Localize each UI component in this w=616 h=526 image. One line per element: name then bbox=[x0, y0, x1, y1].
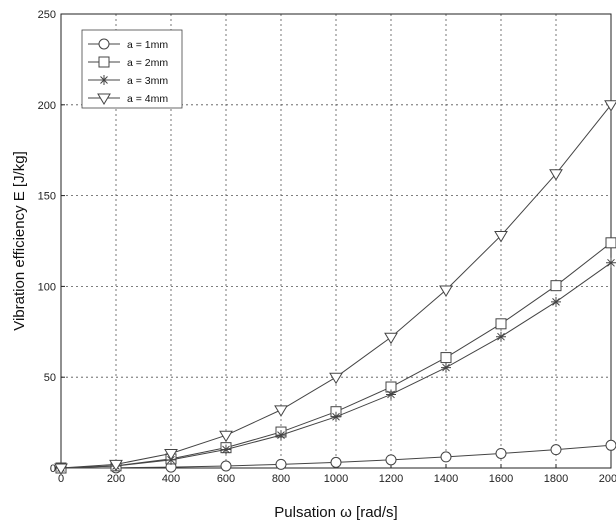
y-tick-label: 100 bbox=[38, 281, 56, 293]
data-point bbox=[604, 100, 616, 112]
data-point bbox=[276, 430, 286, 441]
y-axis-title: Vibration efficiency E [J/kg] bbox=[11, 151, 28, 331]
legend-entry: a = 3mm bbox=[88, 75, 168, 87]
data-point bbox=[440, 352, 452, 364]
legend-marker bbox=[98, 56, 110, 68]
data-point bbox=[164, 448, 178, 461]
x-tick-label: 0 bbox=[58, 473, 64, 485]
legend-label: a = 3mm bbox=[127, 75, 168, 87]
data-point bbox=[440, 451, 452, 463]
data-point bbox=[220, 460, 232, 472]
data-point bbox=[330, 456, 342, 468]
data-point bbox=[54, 463, 68, 475]
x-tick-label: 1800 bbox=[544, 473, 568, 485]
legend-marker bbox=[99, 75, 109, 85]
data-point bbox=[221, 444, 231, 455]
data-point bbox=[109, 459, 123, 472]
series-layer bbox=[54, 100, 616, 475]
x-tick-label: 600 bbox=[217, 473, 235, 485]
y-tick-label: 200 bbox=[38, 100, 56, 112]
data-point bbox=[385, 454, 397, 466]
y-tick-label: 0 bbox=[50, 463, 56, 475]
data-point bbox=[606, 257, 616, 268]
x-tick-label: 400 bbox=[162, 473, 180, 485]
x-tick-label: 200 bbox=[107, 473, 125, 485]
legend: a = 1mm a = 2mm a = 3mm a = 4mm bbox=[81, 29, 183, 109]
data-point bbox=[550, 444, 562, 456]
data-point bbox=[550, 280, 562, 292]
y-tick-label: 50 bbox=[44, 372, 56, 384]
series-1 bbox=[55, 439, 616, 474]
series-4 bbox=[54, 100, 616, 475]
y-tick-label: 250 bbox=[38, 9, 56, 21]
data-point bbox=[274, 405, 288, 417]
data-point bbox=[384, 332, 398, 345]
series-2 bbox=[55, 237, 616, 474]
data-point bbox=[495, 447, 507, 459]
legend-entry: a = 4mm bbox=[88, 93, 168, 105]
legend-label: a = 4mm bbox=[127, 93, 168, 105]
data-point bbox=[219, 430, 233, 443]
legend-marker bbox=[97, 93, 111, 105]
data-point bbox=[605, 439, 616, 451]
x-tick-label: 1000 bbox=[324, 473, 348, 485]
data-point bbox=[605, 237, 616, 249]
x-tick-label: 1200 bbox=[379, 473, 403, 485]
data-point bbox=[386, 389, 396, 400]
data-point bbox=[495, 318, 507, 330]
data-point bbox=[439, 285, 453, 298]
x-axis-title: Pulsation ω [rad/s] bbox=[274, 504, 397, 521]
legend-label: a = 1mm bbox=[127, 39, 168, 51]
data-point bbox=[331, 411, 341, 422]
x-tick-label: 1600 bbox=[489, 473, 513, 485]
data-point bbox=[275, 458, 287, 470]
data-point bbox=[441, 362, 451, 373]
data-point bbox=[496, 331, 506, 342]
legend-label: a = 2mm bbox=[127, 57, 168, 69]
data-point bbox=[329, 372, 343, 385]
legend-entry: a = 2mm bbox=[88, 56, 168, 69]
data-point bbox=[494, 231, 508, 243]
data-point bbox=[549, 169, 563, 181]
data-point bbox=[551, 296, 561, 307]
x-tick-label: 800 bbox=[272, 473, 290, 485]
legend-marker bbox=[98, 38, 110, 50]
x-tick-label: 1400 bbox=[434, 473, 458, 485]
legend-entry: a = 1mm bbox=[88, 38, 168, 51]
y-tick-label: 150 bbox=[38, 191, 56, 203]
